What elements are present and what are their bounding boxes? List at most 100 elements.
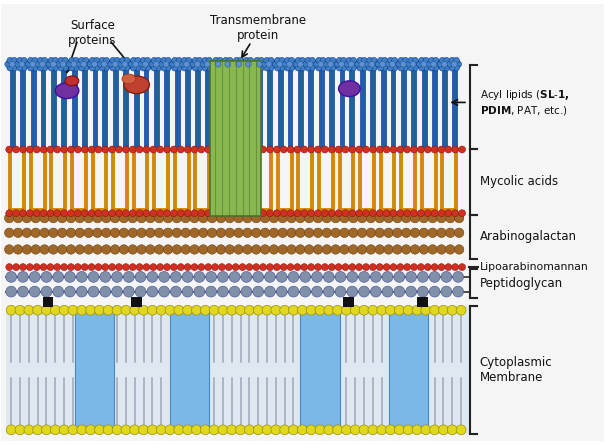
Circle shape — [446, 214, 455, 223]
Circle shape — [397, 210, 403, 217]
Circle shape — [130, 57, 137, 63]
Circle shape — [245, 61, 252, 67]
Circle shape — [194, 286, 205, 297]
Circle shape — [68, 264, 74, 271]
Circle shape — [384, 228, 393, 238]
Bar — [133, 65, 138, 146]
Circle shape — [433, 57, 438, 63]
Circle shape — [363, 61, 370, 67]
Circle shape — [357, 245, 367, 254]
Circle shape — [331, 245, 340, 254]
Circle shape — [88, 264, 95, 271]
Circle shape — [76, 286, 87, 297]
Circle shape — [66, 228, 76, 238]
Circle shape — [424, 264, 431, 271]
Circle shape — [239, 210, 246, 217]
Circle shape — [148, 425, 157, 435]
Circle shape — [81, 210, 88, 217]
Circle shape — [243, 245, 252, 254]
Circle shape — [136, 264, 143, 271]
Bar — [247, 65, 252, 146]
Circle shape — [182, 271, 193, 282]
Circle shape — [349, 264, 355, 271]
Text: Peptidoglycan: Peptidoglycan — [480, 277, 563, 290]
Circle shape — [124, 271, 134, 282]
Circle shape — [279, 57, 285, 63]
Bar — [411, 65, 416, 146]
Circle shape — [143, 264, 150, 271]
Circle shape — [260, 228, 270, 238]
Circle shape — [264, 271, 276, 282]
Circle shape — [84, 245, 93, 254]
Circle shape — [33, 210, 40, 217]
Circle shape — [18, 286, 28, 297]
Circle shape — [50, 425, 60, 435]
Circle shape — [215, 61, 221, 67]
Circle shape — [403, 425, 413, 435]
Bar — [432, 65, 437, 146]
Circle shape — [213, 65, 219, 71]
Circle shape — [217, 65, 223, 71]
Circle shape — [453, 65, 459, 71]
Circle shape — [375, 245, 384, 254]
Circle shape — [154, 245, 164, 254]
Circle shape — [119, 214, 129, 223]
Circle shape — [73, 65, 79, 71]
Circle shape — [49, 245, 58, 254]
Circle shape — [204, 61, 210, 67]
Circle shape — [246, 210, 253, 217]
Circle shape — [181, 245, 191, 254]
Circle shape — [298, 61, 303, 67]
Circle shape — [96, 61, 102, 67]
Circle shape — [370, 146, 376, 153]
Circle shape — [32, 57, 38, 63]
Circle shape — [241, 286, 252, 297]
Circle shape — [38, 65, 43, 71]
Circle shape — [150, 210, 157, 217]
Bar — [343, 297, 354, 307]
Circle shape — [190, 228, 199, 238]
Circle shape — [288, 286, 299, 297]
Circle shape — [143, 210, 150, 217]
Circle shape — [120, 57, 125, 63]
Circle shape — [403, 146, 411, 153]
Circle shape — [234, 214, 244, 223]
Circle shape — [97, 61, 103, 67]
Circle shape — [186, 57, 192, 63]
Circle shape — [75, 245, 84, 254]
Circle shape — [405, 61, 411, 67]
Circle shape — [397, 264, 403, 271]
Circle shape — [157, 61, 164, 67]
Circle shape — [222, 58, 234, 70]
Circle shape — [170, 210, 177, 217]
Circle shape — [15, 425, 25, 435]
Bar — [20, 65, 25, 146]
Circle shape — [183, 425, 192, 435]
Circle shape — [366, 228, 376, 238]
Circle shape — [181, 58, 192, 70]
Circle shape — [26, 146, 33, 153]
Circle shape — [220, 61, 226, 67]
Circle shape — [367, 57, 373, 63]
Circle shape — [429, 57, 434, 63]
Circle shape — [301, 210, 308, 217]
Circle shape — [165, 57, 171, 63]
Circle shape — [449, 65, 455, 71]
Circle shape — [282, 61, 288, 67]
Bar — [391, 65, 395, 146]
Circle shape — [459, 146, 466, 153]
Circle shape — [322, 245, 331, 254]
Circle shape — [398, 57, 404, 63]
Circle shape — [438, 305, 448, 315]
Circle shape — [304, 245, 314, 254]
Circle shape — [252, 245, 261, 254]
Circle shape — [170, 286, 181, 297]
Circle shape — [149, 61, 155, 67]
Circle shape — [392, 228, 402, 238]
Circle shape — [355, 264, 363, 271]
Circle shape — [217, 57, 223, 63]
Circle shape — [428, 245, 437, 254]
Circle shape — [225, 245, 234, 254]
Circle shape — [363, 146, 370, 153]
Circle shape — [232, 264, 239, 271]
